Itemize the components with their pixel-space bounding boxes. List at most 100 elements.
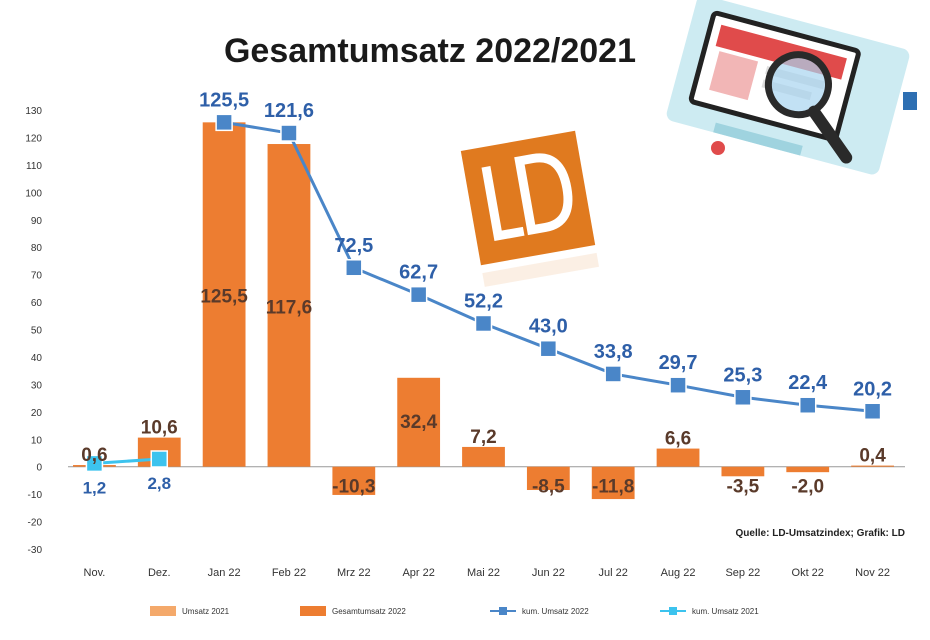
legend: Umsatz 2021 Gesamtumsatz 2022 kum. Umsatz … [150,606,759,616]
y-tick-label: -10 [28,490,43,501]
bar [267,144,311,467]
line-marker [604,365,622,383]
legend-label: Gesamtumsatz 2022 [332,607,406,616]
bar-data-label: 7,2 [470,427,496,448]
x-tick-label: Mai 22 [467,567,500,579]
bar-data-label: 6,6 [665,429,691,450]
line-marker [798,396,817,414]
bar [851,465,894,467]
y-tick-label: -30 [28,545,43,556]
x-axis: Nov. Dez. Jan 22 Feb 22 Mrz 22 Apr 22 Mai 22 Ju… [84,567,890,579]
bar [332,466,376,495]
line-data-label: 72,5 [334,235,373,257]
bar-data-label: -11,8 [592,477,634,498]
line-data-label: 52,2 [464,290,503,312]
y-tick-label: 40 [31,353,43,364]
bar [202,122,246,467]
bar-data-label: 10,6 [141,418,178,439]
line-data-label: 33,8 [594,341,633,363]
line-path [94,457,160,465]
chart-title: Gesamtumsatz 2022/2021 [224,32,636,70]
y-tick-label: 100 [25,188,42,199]
bar-data-label: 117,6 [266,297,313,318]
y-tick-label: 30 [31,380,43,391]
line-series [85,113,882,473]
magnifier-store-icon [666,0,917,175]
x-tick-label: Dez. [148,567,171,579]
y-tick-label: -20 [28,518,43,529]
bar [397,377,441,467]
source-note: Quelle: LD-Umsatzindex; Grafik: LD [736,528,905,539]
legend-swatch [150,606,176,616]
x-tick-label: Feb 22 [272,567,306,579]
x-tick-label: Jun 22 [532,567,565,579]
legend-label: kum. Umsatz 2022 [522,607,589,616]
line-data-label: 2,8 [147,474,171,493]
bar-data-label: 125,5 [200,287,248,308]
bar [591,466,635,500]
y-tick-label: 130 [25,106,42,117]
line-marker [85,454,104,473]
data-labels: 0,6 10,6 125,5 117,6 -10,3 32,4 7,2 -8,5 -11,8 6,… [81,89,892,497]
line-marker [474,314,493,333]
line-data-label: 22,4 [788,372,828,394]
bar-data-label: 0,6 [81,445,107,466]
bar-data-label: -3,5 [727,477,760,498]
line-data-label: 125,5 [199,89,249,111]
legend-label: kum. Umsatz 2021 [692,607,759,616]
line-data-label: 43,0 [529,316,568,338]
line-data-label: 62,7 [399,262,438,284]
bar-series [73,122,894,500]
y-tick-label: 60 [31,298,43,309]
x-tick-label: Nov. [84,567,106,579]
x-tick-label: Okt 22 [792,567,824,579]
y-tick-label: 0 [36,463,42,474]
y-tick-label: 110 [26,161,42,172]
y-tick-label: 90 [31,216,43,227]
x-tick-label: Jan 22 [208,567,241,579]
line-marker [150,450,169,468]
x-tick-label: Jul 22 [599,567,628,579]
line-marker [669,376,687,394]
bar [721,466,765,477]
bar-data-label: -8,5 [532,477,565,498]
legend-swatch [300,606,326,616]
bar-data-label: -10,3 [332,477,375,498]
line-data-label: 25,3 [723,364,762,386]
y-tick-label: 70 [31,271,43,282]
bar [656,448,700,467]
legend-marker [499,607,507,615]
bar-data-label: 0,4 [859,446,886,467]
y-tick-label: 20 [31,408,43,419]
bar-data-label: 32,4 [400,412,437,433]
line-marker [863,402,882,421]
x-tick-label: Aug 22 [661,567,696,579]
line-marker [215,113,233,132]
x-tick-label: Sep 22 [725,567,760,579]
line-data-label: 121,6 [264,100,314,122]
bar-data-label: -2,0 [791,477,824,498]
ld-logo [460,130,600,287]
line-data-label: 29,7 [659,352,698,374]
y-tick-label: 50 [31,326,43,337]
line-marker [280,124,298,142]
y-tick-label: 10 [31,435,43,446]
legend-marker [669,607,677,615]
line-marker [539,339,558,358]
line-data-label: 20,2 [853,378,892,400]
x-tick-label: Apr 22 [402,567,434,579]
y-tick-label: 80 [31,243,43,254]
x-tick-label: Mrz 22 [337,567,371,579]
line-marker [734,388,752,407]
x-tick-label: Nov 22 [855,567,890,579]
line-marker [345,259,363,277]
bar [786,466,830,473]
line-marker [409,285,428,304]
line-data-label: 1,2 [83,478,107,497]
legend-label: Umsatz 2021 [182,607,230,616]
bar [526,466,570,491]
bar [462,446,505,467]
y-tick-label: 120 [25,133,42,144]
